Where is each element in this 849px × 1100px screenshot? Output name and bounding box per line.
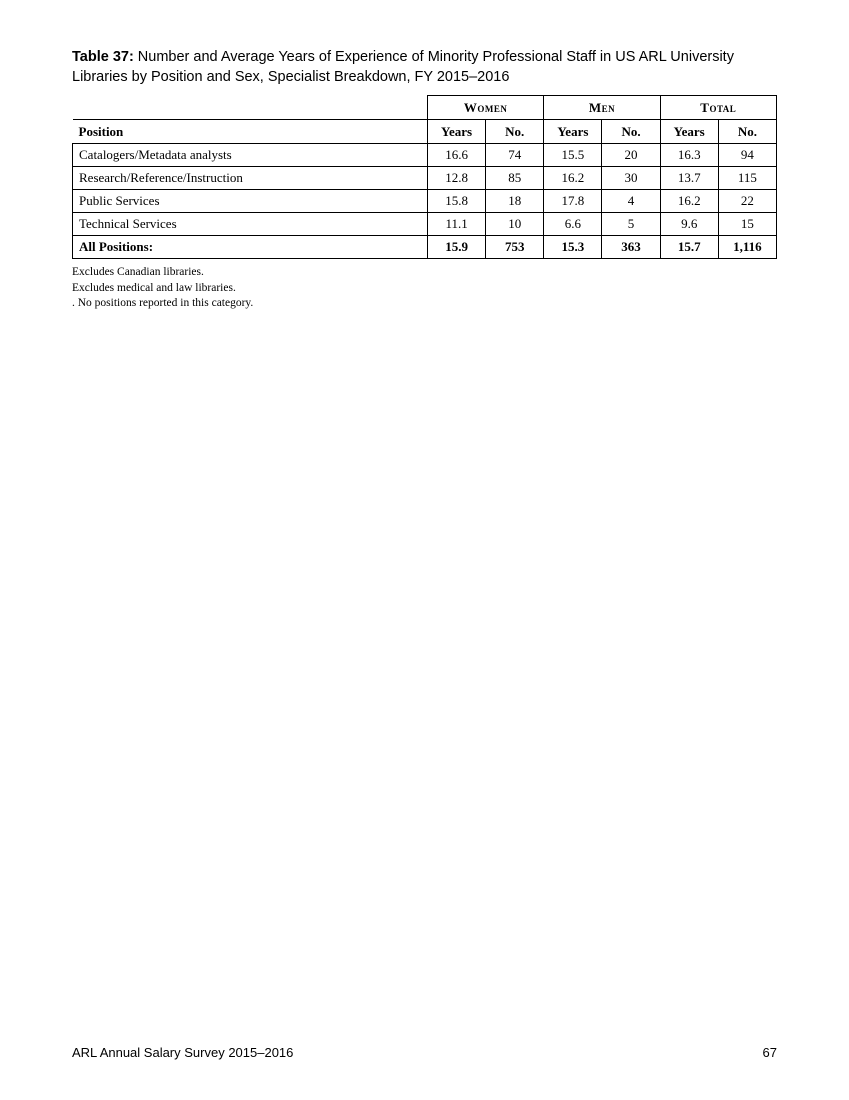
cell: 15.5: [544, 144, 602, 167]
table-caption: Table 37: Number and Average Years of Ex…: [72, 48, 777, 87]
cell: 16.3: [660, 144, 718, 167]
header-blank: [73, 96, 428, 120]
cell: 94: [718, 144, 776, 167]
cell: 5: [602, 213, 660, 236]
header-women-years: Years: [428, 120, 486, 144]
data-table: Women Men Total Position Years No. Years…: [72, 95, 777, 259]
table-header-row-groups: Women Men Total: [73, 96, 777, 120]
header-total-no: No.: [718, 120, 776, 144]
note-line: Excludes Canadian libraries.: [72, 265, 777, 281]
header-men-years: Years: [544, 120, 602, 144]
cell: 15.3: [544, 236, 602, 259]
row-label: All Positions:: [73, 236, 428, 259]
header-total: Total: [660, 96, 776, 120]
table-notes: Excludes Canadian libraries. Excludes me…: [72, 265, 777, 312]
cell: 16.2: [660, 190, 718, 213]
row-label: Catalogers/Metadata analysts: [73, 144, 428, 167]
row-label: Technical Services: [73, 213, 428, 236]
cell: 74: [486, 144, 544, 167]
cell: 20: [602, 144, 660, 167]
table-header-row-sub: Position Years No. Years No. Years No.: [73, 120, 777, 144]
cell: 30: [602, 167, 660, 190]
table-total-row: All Positions:15.975315.336315.71,116: [73, 236, 777, 259]
header-women-no: No.: [486, 120, 544, 144]
cell: 1,116: [718, 236, 776, 259]
cell: 22: [718, 190, 776, 213]
cell: 85: [486, 167, 544, 190]
cell: 16.2: [544, 167, 602, 190]
table-row: Catalogers/Metadata analysts16.67415.520…: [73, 144, 777, 167]
table-caption-text: Number and Average Years of Experience o…: [72, 49, 734, 85]
header-men-no: No.: [602, 120, 660, 144]
cell: 15.9: [428, 236, 486, 259]
row-label: Public Services: [73, 190, 428, 213]
cell: 10: [486, 213, 544, 236]
note-line: . No positions reported in this category…: [72, 296, 777, 312]
page-footer: ARL Annual Salary Survey 2015–2016 67: [72, 1045, 777, 1060]
cell: 17.8: [544, 190, 602, 213]
cell: 11.1: [428, 213, 486, 236]
cell: 4: [602, 190, 660, 213]
cell: 9.6: [660, 213, 718, 236]
cell: 13.7: [660, 167, 718, 190]
header-men: Men: [544, 96, 660, 120]
table-row: Technical Services11.1106.659.615: [73, 213, 777, 236]
header-women: Women: [428, 96, 544, 120]
cell: 6.6: [544, 213, 602, 236]
note-line: Excludes medical and law libraries.: [72, 281, 777, 297]
table-row: Research/Reference/Instruction12.88516.2…: [73, 167, 777, 190]
cell: 15.8: [428, 190, 486, 213]
footer-right: 67: [763, 1045, 777, 1060]
cell: 15.7: [660, 236, 718, 259]
header-position: Position: [73, 120, 428, 144]
cell: 16.6: [428, 144, 486, 167]
cell: 753: [486, 236, 544, 259]
table-caption-label: Table 37:: [72, 49, 134, 65]
cell: 115: [718, 167, 776, 190]
row-label: Research/Reference/Instruction: [73, 167, 428, 190]
table-row: Public Services15.81817.8416.222: [73, 190, 777, 213]
header-total-years: Years: [660, 120, 718, 144]
cell: 18: [486, 190, 544, 213]
cell: 15: [718, 213, 776, 236]
cell: 363: [602, 236, 660, 259]
footer-left: ARL Annual Salary Survey 2015–2016: [72, 1045, 293, 1060]
cell: 12.8: [428, 167, 486, 190]
